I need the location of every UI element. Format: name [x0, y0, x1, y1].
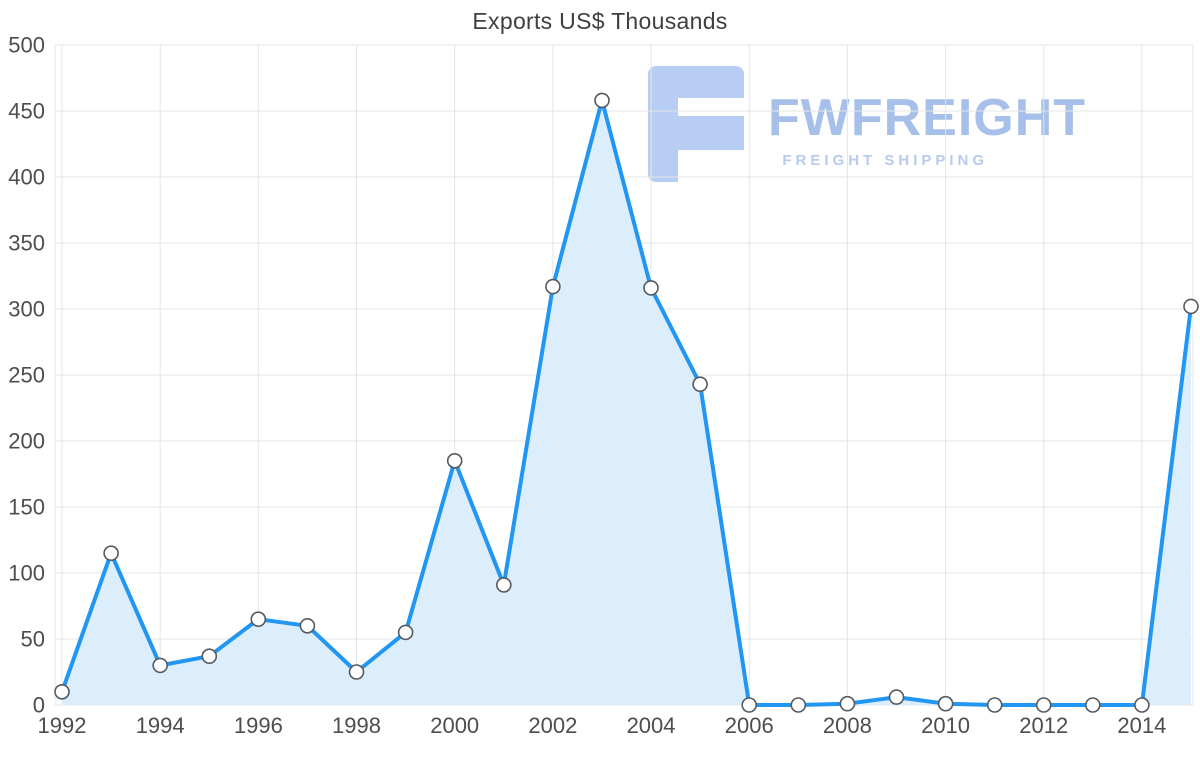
x-axis-label: 2002 [528, 713, 577, 738]
y-axis-label: 250 [8, 363, 45, 388]
x-axis-label: 1992 [38, 713, 87, 738]
data-point[interactable] [643, 280, 659, 296]
data-point[interactable] [495, 577, 512, 593]
data-point[interactable] [545, 278, 561, 295]
data-point[interactable] [201, 648, 218, 665]
data-point[interactable] [103, 545, 119, 562]
data-point[interactable] [1183, 298, 1199, 315]
y-axis-label: 50 [21, 627, 45, 652]
data-point[interactable] [397, 624, 414, 641]
data-point[interactable] [741, 697, 758, 713]
chart-title: Exports US$ Thousands [472, 8, 728, 34]
data-point[interactable] [888, 689, 905, 705]
y-axis-label: 150 [8, 495, 45, 520]
y-axis-label: 400 [8, 165, 45, 190]
data-point[interactable] [152, 657, 168, 674]
data-point[interactable] [839, 695, 856, 712]
x-axis-label: 2012 [1019, 713, 1068, 738]
x-axis-label: 2010 [921, 713, 970, 738]
x-axis-label: 2000 [430, 713, 479, 738]
data-point[interactable] [250, 611, 267, 628]
data-point[interactable] [1134, 697, 1150, 713]
data-point[interactable] [348, 664, 365, 680]
x-axis-label: 2006 [725, 713, 774, 738]
y-axis-label: 350 [8, 231, 45, 256]
data-point[interactable] [986, 697, 1003, 713]
data-point[interactable] [594, 92, 610, 109]
y-axis-label: 500 [8, 33, 45, 58]
data-point[interactable] [937, 695, 954, 712]
data-point[interactable] [1085, 697, 1101, 713]
y-axis-label: 0 [33, 693, 45, 718]
y-axis-label: 300 [8, 297, 45, 322]
y-axis-label: 200 [8, 429, 45, 454]
x-axis-label: 2014 [1117, 713, 1166, 738]
x-axis-label: 1996 [234, 713, 283, 738]
y-axis-label: 450 [8, 99, 45, 124]
x-axis-label: 2008 [823, 713, 872, 738]
data-point[interactable] [299, 617, 316, 634]
area-fill [62, 100, 1191, 705]
data-point[interactable] [54, 683, 70, 700]
series-line [60, 98, 1193, 707]
x-axis-label: 1998 [332, 713, 381, 738]
x-axis-label: 2004 [627, 713, 676, 738]
data-point[interactable] [790, 697, 807, 713]
y-axis-label: 100 [8, 561, 45, 586]
data-point[interactable] [692, 376, 708, 393]
data-point[interactable] [446, 452, 463, 469]
data-point[interactable] [1035, 697, 1052, 713]
x-axis-label: 1994 [136, 713, 185, 738]
